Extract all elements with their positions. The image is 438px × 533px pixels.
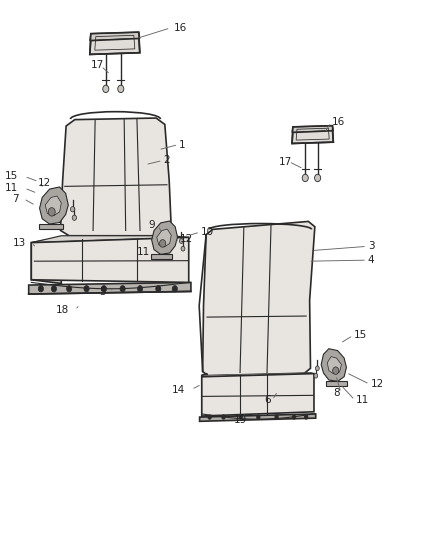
Circle shape xyxy=(256,415,261,419)
Circle shape xyxy=(84,286,89,292)
Text: 18: 18 xyxy=(56,305,69,315)
Text: 15: 15 xyxy=(354,330,367,341)
Text: 19: 19 xyxy=(233,415,247,425)
Polygon shape xyxy=(292,126,333,133)
Text: 14: 14 xyxy=(172,384,185,394)
Circle shape xyxy=(118,85,124,93)
Text: 5: 5 xyxy=(99,287,106,297)
Polygon shape xyxy=(321,349,346,382)
Polygon shape xyxy=(202,373,314,377)
Circle shape xyxy=(239,415,243,419)
Circle shape xyxy=(38,286,43,292)
Polygon shape xyxy=(39,224,63,229)
Text: 9: 9 xyxy=(148,220,155,230)
Circle shape xyxy=(101,286,106,292)
Text: 16: 16 xyxy=(173,23,187,33)
Polygon shape xyxy=(90,32,140,41)
Polygon shape xyxy=(203,221,315,377)
Circle shape xyxy=(67,286,72,292)
Text: 10: 10 xyxy=(201,227,214,237)
Polygon shape xyxy=(39,187,68,224)
Polygon shape xyxy=(292,131,333,143)
Circle shape xyxy=(48,208,55,216)
Polygon shape xyxy=(45,196,61,216)
Circle shape xyxy=(159,240,166,247)
Text: 8: 8 xyxy=(333,387,340,398)
Text: 3: 3 xyxy=(368,241,374,252)
Circle shape xyxy=(274,415,279,419)
Circle shape xyxy=(138,286,143,292)
Circle shape xyxy=(172,286,177,292)
Text: 17: 17 xyxy=(91,60,104,70)
Circle shape xyxy=(314,174,321,182)
Text: 4: 4 xyxy=(368,255,374,265)
Polygon shape xyxy=(31,237,189,282)
Text: 2: 2 xyxy=(163,156,170,165)
Circle shape xyxy=(332,367,339,374)
Circle shape xyxy=(221,415,226,419)
Polygon shape xyxy=(202,374,314,416)
Circle shape xyxy=(208,415,212,419)
Text: 16: 16 xyxy=(332,117,346,127)
Polygon shape xyxy=(31,237,61,284)
Text: 12: 12 xyxy=(37,177,51,188)
Polygon shape xyxy=(29,282,191,294)
Circle shape xyxy=(315,366,319,370)
Circle shape xyxy=(302,174,308,182)
Polygon shape xyxy=(200,414,316,421)
Circle shape xyxy=(71,207,75,212)
Polygon shape xyxy=(202,374,207,416)
Text: 11: 11 xyxy=(5,183,18,193)
Circle shape xyxy=(292,415,296,419)
Text: 12: 12 xyxy=(180,234,193,244)
Polygon shape xyxy=(90,38,140,54)
Circle shape xyxy=(180,239,184,244)
Circle shape xyxy=(155,286,161,292)
Circle shape xyxy=(51,286,57,292)
Polygon shape xyxy=(31,236,189,243)
Text: 17: 17 xyxy=(279,157,292,166)
Circle shape xyxy=(103,85,109,93)
Text: 12: 12 xyxy=(371,379,384,389)
Circle shape xyxy=(181,246,185,251)
Polygon shape xyxy=(327,357,342,374)
Polygon shape xyxy=(151,254,173,259)
Polygon shape xyxy=(60,118,171,236)
Text: 11: 11 xyxy=(356,395,369,405)
Text: 13: 13 xyxy=(12,238,26,248)
Polygon shape xyxy=(157,229,171,247)
Text: 6: 6 xyxy=(264,395,271,405)
Text: 1: 1 xyxy=(179,140,186,150)
Text: 7: 7 xyxy=(12,193,18,204)
Circle shape xyxy=(304,415,308,419)
Circle shape xyxy=(314,374,318,378)
Polygon shape xyxy=(326,382,347,386)
Polygon shape xyxy=(152,221,177,254)
Text: 15: 15 xyxy=(5,172,18,181)
Circle shape xyxy=(72,215,77,220)
Text: 11: 11 xyxy=(137,247,151,257)
Circle shape xyxy=(120,286,125,292)
